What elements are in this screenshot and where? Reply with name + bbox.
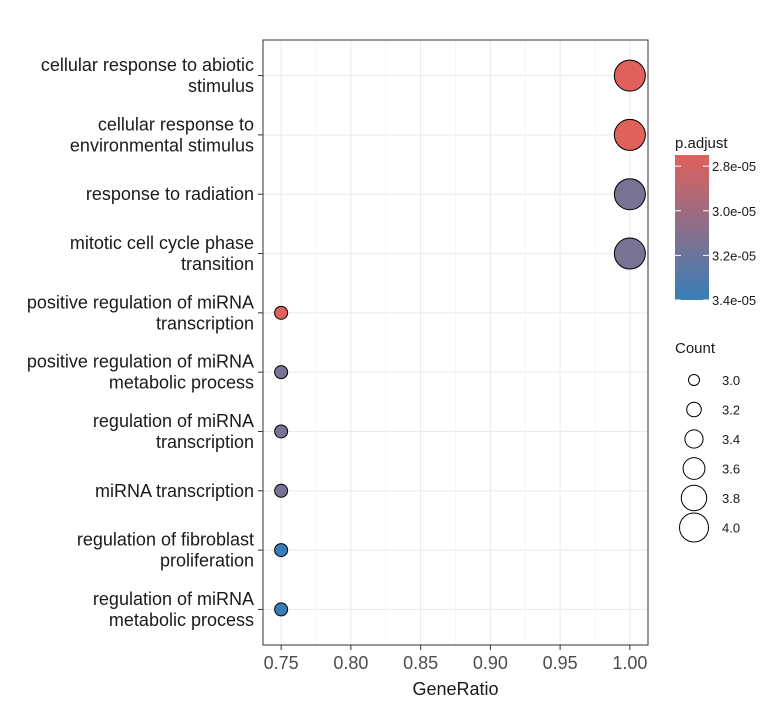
- grid-minor: [315, 40, 596, 645]
- count-legend-title: Count: [675, 340, 716, 357]
- x-tick-label: 0.85: [403, 653, 438, 673]
- data-point: [613, 118, 646, 151]
- data-point: [613, 237, 646, 270]
- x-tick-label: 0.80: [333, 653, 368, 673]
- y-tick-label: cellular response to environmental stimul…: [70, 114, 254, 155]
- data-point: [274, 365, 289, 380]
- y-tick-label: regulation of miRNA metabolic process: [93, 589, 254, 630]
- p-adjust-legend: p.adjust 2.8e-05 3.0e-05 3.2e-05 3.4e-05: [675, 135, 756, 308]
- data-point: [274, 543, 289, 558]
- size-legend-key: [679, 512, 709, 543]
- p-adjust-colorbar: [675, 155, 709, 300]
- colorbar-label: 2.8e-05: [712, 159, 756, 174]
- size-legend-key: [686, 401, 702, 418]
- size-legend-key: [688, 374, 700, 386]
- count-legend: Count 3.0 3.2 3.4 3.6 3.8 4.0: [675, 340, 740, 543]
- plot-panel-border: [262, 39, 649, 646]
- size-legend-key: [684, 429, 704, 449]
- p-adjust-legend-title: p.adjust: [675, 135, 728, 152]
- x-tick-label: 0.75: [264, 653, 299, 673]
- y-tick-label: cellular response to abiotic stimulus: [41, 55, 254, 96]
- data-point: [613, 178, 646, 211]
- data-points: [274, 59, 646, 617]
- data-point: [613, 59, 646, 92]
- y-tick-label: positive regulation of miRNA transcriptio…: [27, 292, 254, 333]
- size-legend-label: 3.2: [722, 403, 740, 418]
- colorbar-label: 3.4e-05: [712, 293, 756, 308]
- size-legend-label: 3.4: [722, 432, 740, 447]
- x-tick-label: 1.00: [612, 653, 647, 673]
- x-axis: 0.75 0.80 0.85 0.90 0.95 1.00: [264, 645, 647, 673]
- size-legend-label: 3.6: [722, 462, 740, 477]
- data-point: [274, 483, 289, 498]
- colorbar-label: 3.0e-05: [712, 204, 756, 219]
- x-axis-title: GeneRatio: [412, 679, 498, 699]
- size-legend-label: 4.0: [722, 521, 740, 536]
- size-legend-key: [682, 457, 706, 480]
- y-tick-label: regulation of fibroblast proliferation: [77, 530, 254, 571]
- data-point: [274, 305, 289, 320]
- colorbar-label: 3.2e-05: [712, 248, 756, 263]
- x-tick-label: 0.90: [473, 653, 508, 673]
- y-tick-label: regulation of miRNA transcription: [93, 411, 254, 452]
- y-tick-label: mitotic cell cycle phase transition: [70, 233, 254, 274]
- y-axis: cellular response to abiotic stimulus cell…: [27, 55, 263, 630]
- y-tick-label: miRNA transcription: [95, 481, 254, 501]
- y-tick-label: response to radiation: [86, 184, 254, 204]
- data-point: [274, 602, 289, 617]
- size-legend-key: [680, 484, 708, 512]
- data-point: [274, 424, 289, 439]
- size-legend-label: 3.0: [722, 373, 740, 388]
- size-legend-label: 3.8: [722, 491, 740, 506]
- x-tick-label: 0.95: [543, 653, 578, 673]
- y-tick-label: positive regulation of miRNA metabolic pr…: [27, 352, 254, 393]
